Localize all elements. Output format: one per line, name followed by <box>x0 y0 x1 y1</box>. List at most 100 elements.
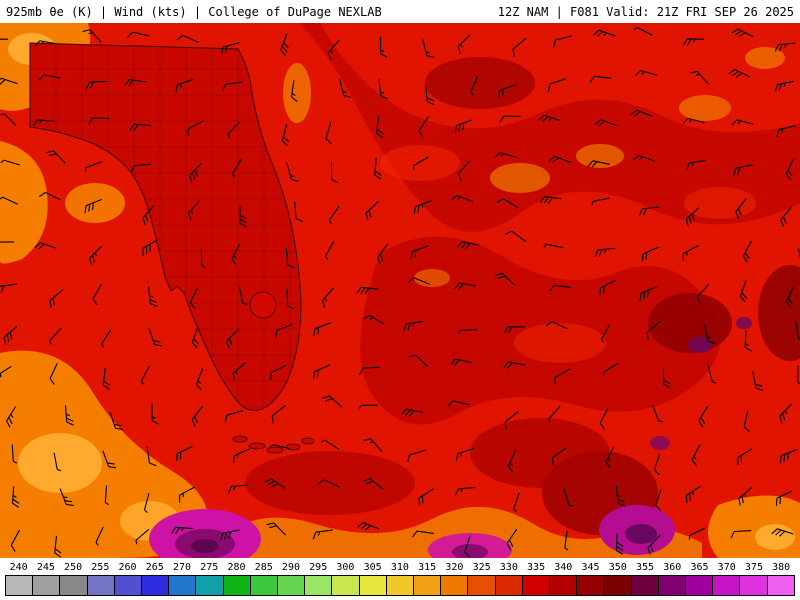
wind-barb <box>148 328 162 347</box>
wind-barb <box>124 79 147 87</box>
wind-barb <box>321 287 335 308</box>
wind-barb <box>378 78 388 100</box>
wind-barb <box>325 122 332 145</box>
wind-barb <box>450 194 473 203</box>
wind-barb <box>34 40 57 47</box>
colorbar-cell <box>713 576 741 595</box>
wind-barb <box>104 485 109 506</box>
colorbar-cell <box>223 576 251 595</box>
wind-barb <box>696 283 710 305</box>
wind-barb <box>151 403 159 425</box>
colorbar-label: 375 <box>744 562 763 573</box>
wind-barb <box>494 152 517 159</box>
wind-barb <box>187 120 204 137</box>
wind-barb <box>743 410 751 433</box>
wind-barb <box>450 358 473 366</box>
colorbar-cell <box>386 576 415 595</box>
wind-barb <box>171 526 193 535</box>
wind-barb <box>324 241 335 260</box>
wind-barb <box>286 288 295 310</box>
colorbar-label: 360 <box>663 562 682 573</box>
model-run-info: 12Z NAM | F081 Valid: 21Z FRI SEP 26 202… <box>497 4 794 19</box>
wind-barb <box>231 243 241 266</box>
wind-barb <box>499 115 521 123</box>
wind-barb <box>53 452 62 472</box>
wind-barb <box>780 206 793 228</box>
wind-barb <box>563 488 573 507</box>
wind-barb <box>738 486 753 506</box>
colorbar-cell <box>6 576 34 595</box>
wind-barb <box>95 526 104 546</box>
colorbar-cell <box>250 576 279 595</box>
wind-barb <box>34 242 57 250</box>
wind-barb <box>422 39 435 59</box>
wind-barb <box>220 529 240 541</box>
wind-barb <box>64 405 74 426</box>
wind-barb <box>0 38 9 43</box>
wind-barb <box>328 205 340 224</box>
wind-barb <box>454 486 476 496</box>
wind-barb <box>797 365 800 387</box>
colorbar-label: 365 <box>690 562 709 573</box>
wind-barb <box>655 489 662 512</box>
wind-barb <box>731 28 754 38</box>
wind-barb <box>0 113 17 127</box>
wind-barb <box>615 486 626 507</box>
wind-barb <box>505 230 526 242</box>
colorbar-cell <box>767 576 794 595</box>
wind-barb <box>685 485 701 503</box>
wind-barb <box>11 444 18 464</box>
wind-barb <box>0 365 12 383</box>
wind-barb <box>454 282 477 290</box>
wind-barb <box>418 116 429 138</box>
wind-barb <box>774 42 796 52</box>
colorbar-cell <box>359 576 387 595</box>
colorbar-label: 340 <box>554 562 573 573</box>
wind-barb <box>506 528 518 551</box>
wind-barb <box>227 121 241 138</box>
wind-barb <box>685 207 700 227</box>
wind-barb <box>464 535 471 558</box>
wind-barb <box>752 371 764 391</box>
wind-barb <box>455 447 475 462</box>
wind-barb <box>447 400 470 407</box>
wind-barb <box>356 286 379 295</box>
wind-barb <box>6 406 17 428</box>
wind-barb <box>545 321 568 330</box>
wind-barb <box>742 240 752 263</box>
wind-barb <box>407 449 426 463</box>
wind-barb <box>322 395 343 408</box>
colorbar-cell <box>658 576 687 595</box>
wind-barb <box>599 407 609 430</box>
wind-barb <box>377 243 389 265</box>
wind-barb <box>357 522 380 531</box>
wind-barb <box>294 201 304 223</box>
colorbar-cell <box>33 576 61 595</box>
wind-barb <box>549 284 571 292</box>
wind-barb <box>771 528 794 537</box>
wind-barb <box>538 114 561 122</box>
wind-barb <box>270 364 287 381</box>
wind-barb <box>102 450 117 469</box>
wind-barb <box>633 27 653 36</box>
wind-barb <box>227 484 249 494</box>
wind-barb <box>135 528 150 545</box>
wind-barb <box>49 289 64 308</box>
wind-barb <box>615 533 624 555</box>
wind-barb <box>737 448 753 466</box>
wind-barb <box>779 403 793 424</box>
colorbar-label: 345 <box>581 562 600 573</box>
wind-barb <box>146 446 157 467</box>
wind-barb <box>313 364 331 380</box>
wind-barb <box>703 324 716 344</box>
wind-barb <box>498 84 517 98</box>
wind-barb <box>359 366 381 375</box>
wind-barb <box>408 354 429 368</box>
wind-barb <box>290 80 298 103</box>
wind-barb <box>0 77 18 85</box>
wind-barb <box>38 74 61 81</box>
wind-barb <box>686 159 707 170</box>
colorbar-label: 265 <box>145 562 164 573</box>
colorbar-label: 325 <box>472 562 491 573</box>
wind-barb <box>220 42 240 55</box>
